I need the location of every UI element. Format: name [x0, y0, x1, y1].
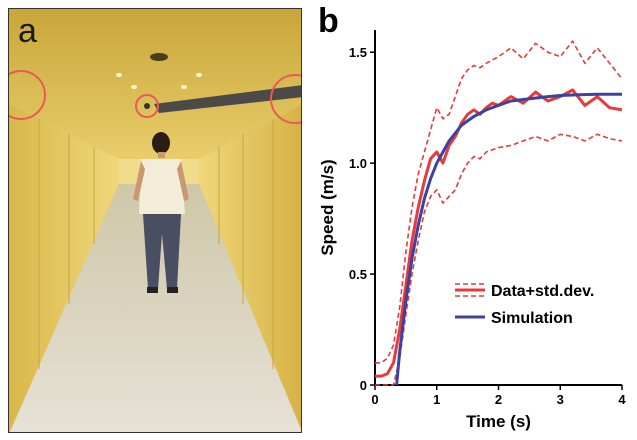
x-tick-label: 0 — [371, 392, 378, 407]
y-axis-title: Speed (m/s) — [318, 159, 337, 255]
x-tick-label: 2 — [495, 392, 502, 407]
walking-person — [133, 132, 189, 293]
legend-label-data: Data+std.dev. — [491, 283, 594, 300]
right-wall — [199, 105, 301, 430]
y-tick-label: 1.0 — [349, 156, 367, 171]
ceiling-light — [150, 53, 168, 61]
ceiling-light — [181, 85, 187, 89]
panel-label-b: b — [318, 2, 339, 40]
ceiling-light — [116, 73, 122, 77]
corridor-illustration — [9, 9, 301, 432]
legend-label-simulation: Simulation — [491, 310, 573, 327]
axis-ticks: 0 1 2 3 4 0 0.5 1.0 1.5 — [349, 45, 626, 407]
simulation-line — [395, 92, 622, 386]
ceiling-light — [196, 73, 202, 77]
x-tick-label: 3 — [557, 392, 564, 407]
camera-marker-circle — [270, 74, 301, 124]
data-stddev-line — [375, 40, 623, 364]
floor — [9, 184, 301, 432]
y-tick-label: 0 — [360, 378, 367, 393]
x-axis-title: Time (s) — [466, 412, 531, 431]
data-mean-line — [375, 88, 623, 378]
y-tick-label: 0.5 — [349, 267, 367, 282]
left-wall — [9, 104, 119, 432]
panel-label-a: a — [18, 12, 37, 50]
plot-area: 0 1 2 3 4 0 0.5 1.0 1.5 Time (s) Speed (m/s) Dat… — [318, 30, 626, 431]
corridor-photo — [8, 8, 302, 433]
x-tick-label: 4 — [618, 392, 626, 407]
ceiling-beam — [154, 85, 301, 113]
camera-marker-circle — [135, 94, 159, 118]
series-layer — [375, 40, 623, 386]
y-tick-label: 1.5 — [349, 45, 367, 60]
ceiling-light — [131, 85, 137, 89]
legend: Data+std.dev. Simulation — [455, 283, 594, 327]
camera-marker-circle — [9, 70, 46, 120]
ceiling — [9, 9, 301, 159]
camera-icon — [144, 103, 150, 109]
x-tick-label: 1 — [433, 392, 440, 407]
speed-chart: 0 1 2 3 4 0 0.5 1.0 1.5 Time (s) Speed (m/s) Dat… — [318, 30, 626, 431]
